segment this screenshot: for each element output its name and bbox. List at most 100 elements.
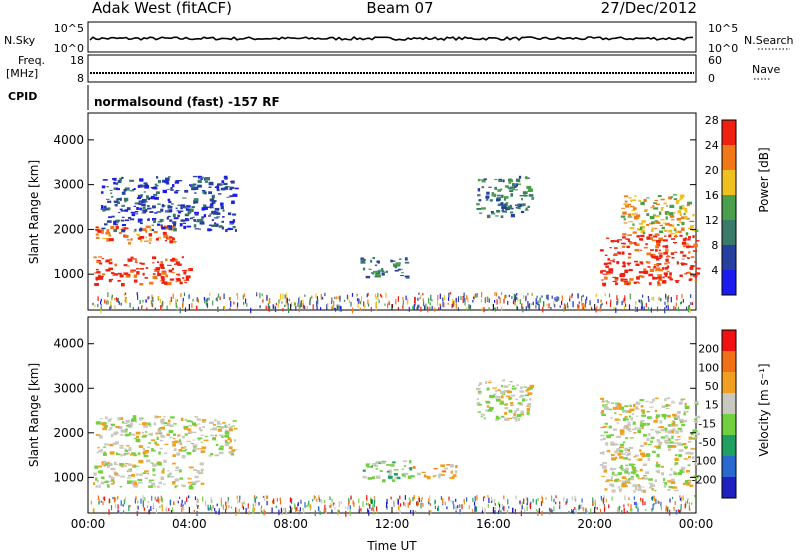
velocity-noise-cell <box>651 496 653 500</box>
velocity-noise-cell <box>329 505 331 508</box>
power-echo-cell <box>657 281 660 284</box>
velocity-echo-cell <box>669 429 672 431</box>
velocity-noise-cell <box>366 495 368 500</box>
power-echo-cell <box>123 189 127 192</box>
velocity-noise-cell <box>215 510 217 515</box>
power-echo-cell <box>500 188 503 191</box>
power-echo-cell <box>197 179 202 183</box>
velocity-noise-cell <box>306 505 308 508</box>
power-echo-cell <box>391 260 396 262</box>
velocity-noise-cell <box>298 510 300 515</box>
power-noise-cell <box>110 305 112 309</box>
velocity-echo-cell <box>519 390 524 393</box>
velocity-echo-cell <box>169 424 174 427</box>
velocity-cbar-label: Velocity [m s⁻¹] <box>757 363 771 456</box>
power-echo-cell <box>653 235 658 238</box>
power-echo-cell <box>690 273 693 277</box>
power-echo-cell <box>108 234 112 237</box>
velocity-echo-cell <box>370 465 373 468</box>
power-echo-cell <box>646 236 650 240</box>
velocity-noise-cell <box>657 500 659 504</box>
power-echo-cell <box>476 208 482 210</box>
velocity-noise-cell <box>291 507 293 510</box>
power-echo-cell <box>142 209 148 212</box>
power-echo-cell <box>610 271 613 274</box>
power-noise-cell <box>418 292 420 295</box>
velocity-echo-cell <box>106 465 110 468</box>
power-echo-cell <box>640 249 643 251</box>
power-echo-cell <box>172 213 176 217</box>
velocity-noise-cell <box>373 507 375 511</box>
velocity-echo-cell <box>614 412 617 414</box>
power-echo-cell <box>692 274 698 277</box>
power-echo-cell <box>184 206 187 209</box>
velocity-noise-cell <box>429 495 431 502</box>
power-echo-cell <box>658 269 664 272</box>
velocity-noise-cell <box>222 504 225 510</box>
power-echo-cell <box>617 239 619 243</box>
power-noise-cell <box>414 300 416 306</box>
power-noise-cell <box>237 302 239 307</box>
velocity-echo-cell <box>661 405 666 408</box>
power-echo-cell <box>688 279 692 281</box>
velocity-noise-cell <box>559 505 561 510</box>
velocity-echo-cell <box>138 459 144 464</box>
velocity-echo-cell <box>118 425 123 430</box>
power-noise-cell <box>427 306 429 311</box>
power-echo-cell <box>690 265 695 268</box>
velocity-noise-cell <box>448 496 450 501</box>
power-noise-cell <box>676 295 678 301</box>
velocity-noise-cell <box>109 499 111 504</box>
power-noise-cell <box>219 296 221 300</box>
power-echo-cell <box>101 273 106 276</box>
power-echo-cell <box>670 252 675 255</box>
power-echo-cell <box>514 189 518 191</box>
velocity-echo-cell <box>107 418 112 422</box>
velocity-noise-cell <box>243 501 245 505</box>
power-noise-cell <box>332 305 334 310</box>
velocity-echo-cell <box>645 454 651 457</box>
power-echo-cell <box>362 267 366 271</box>
power-noise-cell <box>269 298 271 301</box>
velocity-echo-cell <box>142 472 147 474</box>
velocity-echo-cell <box>657 444 661 448</box>
power-echo-cell <box>381 270 385 273</box>
power-noise-cell <box>522 306 524 313</box>
power-echo-cell <box>658 211 662 215</box>
freq-tick-top: 18 <box>70 54 84 67</box>
velocity-ylabel: Slant Range [km] <box>27 363 41 467</box>
velocity-noise-cell <box>428 501 430 505</box>
velocity-echo-cell <box>529 384 535 388</box>
velocity-echo-cell <box>126 445 130 447</box>
power-noise-cell <box>141 305 143 311</box>
power-echo-cell <box>646 197 650 199</box>
velocity-noise-cell <box>90 500 92 505</box>
power-noise-cell <box>267 303 269 309</box>
power-noise-cell <box>434 307 436 312</box>
power-noise-cell <box>196 297 198 302</box>
power-echo-cell <box>671 224 675 227</box>
velocity-noise-cell <box>333 502 335 505</box>
power-ytick-label: 2000 <box>53 222 84 236</box>
velocity-noise-cell <box>280 500 282 505</box>
velocity-echo-cell <box>520 387 523 390</box>
power-echo-cell <box>115 225 119 230</box>
power-echo-cell <box>118 231 122 234</box>
freq-tick-bottom: 8 <box>77 72 84 85</box>
power-noise-cell <box>640 306 643 310</box>
power-echo-cell <box>630 205 635 208</box>
velocity-noise-cell <box>367 508 369 513</box>
power-echo-cell <box>689 245 695 248</box>
power-noise-cell <box>327 302 329 307</box>
power-echo-cell <box>137 218 143 222</box>
velocity-noise-cell <box>555 495 557 499</box>
power-echo-cell <box>381 268 384 271</box>
velocity-echo-cell <box>611 453 615 457</box>
velocity-noise-cell <box>324 500 326 504</box>
velocity-noise-cell <box>537 510 539 516</box>
velocity-echo-cell <box>622 458 628 460</box>
power-noise-cell <box>582 307 585 311</box>
power-echo-cell <box>208 181 214 186</box>
velocity-noise-cell <box>264 510 266 515</box>
velocity-echo-cell <box>224 424 227 428</box>
